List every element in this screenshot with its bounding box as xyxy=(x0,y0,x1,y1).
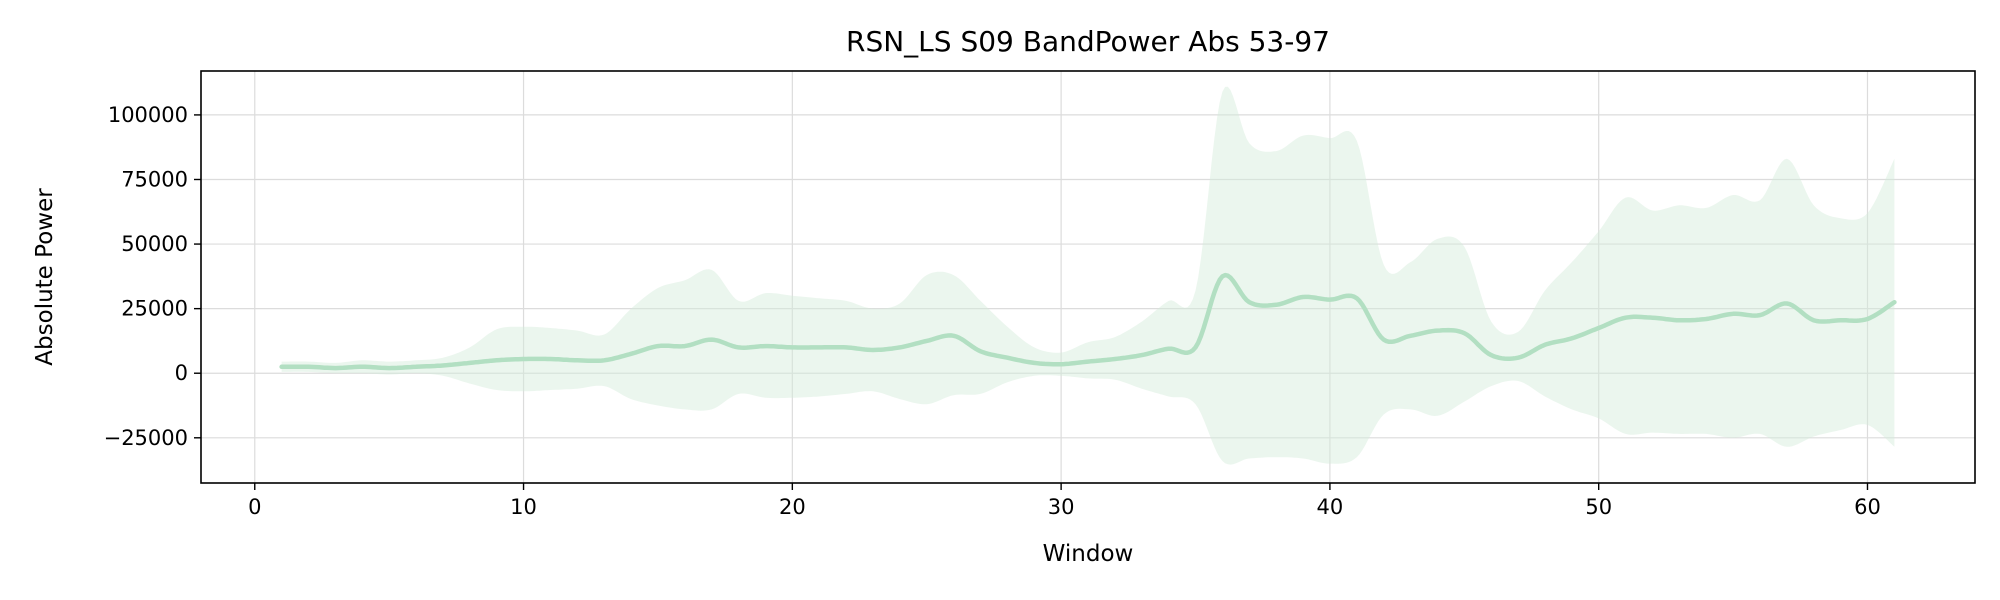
y-tick-label: 0 xyxy=(175,361,188,385)
data-point xyxy=(414,365,418,369)
data-point xyxy=(1516,356,1520,360)
data-point xyxy=(1704,317,1708,321)
data-point xyxy=(1409,334,1413,338)
x-axis-title: Window xyxy=(1043,541,1134,567)
data-point xyxy=(1086,360,1090,364)
data-point xyxy=(1597,326,1601,330)
y-tick-label: −25000 xyxy=(104,426,188,450)
data-point xyxy=(978,349,982,353)
x-tick-label: 10 xyxy=(510,495,537,519)
data-point xyxy=(844,345,848,349)
data-point xyxy=(1140,353,1144,357)
x-axis: 0 10 20 30 40 50 60 xyxy=(248,483,1881,519)
plot-area-frame xyxy=(200,70,1976,484)
data-point xyxy=(1462,331,1466,335)
data-point xyxy=(1758,313,1762,317)
data-point xyxy=(898,345,902,349)
data-point xyxy=(1839,318,1843,322)
x-tick-label: 40 xyxy=(1317,495,1344,519)
data-point xyxy=(1220,274,1224,278)
data-point xyxy=(468,361,472,365)
data-point xyxy=(1677,318,1681,322)
data-point xyxy=(495,358,499,362)
data-point xyxy=(1355,296,1359,300)
data-point xyxy=(1274,303,1278,307)
data-point xyxy=(737,345,741,349)
data-point xyxy=(1382,338,1386,342)
y-tick-label: 50000 xyxy=(121,232,188,256)
data-point xyxy=(710,338,714,342)
data-point xyxy=(1194,345,1198,349)
y-tick-label: 25000 xyxy=(121,297,188,321)
data-point xyxy=(1624,316,1628,320)
x-tick-label: 60 xyxy=(1854,495,1881,519)
grid xyxy=(201,71,1975,483)
data-point xyxy=(548,357,552,361)
data-point xyxy=(1032,361,1036,365)
data-point xyxy=(952,334,956,338)
data-point xyxy=(1301,295,1305,299)
data-point xyxy=(1005,356,1009,360)
mean-line xyxy=(279,272,1897,371)
data-point xyxy=(790,345,794,349)
confidence-band xyxy=(281,86,1895,465)
data-point xyxy=(817,345,821,349)
x-tick-label: 0 xyxy=(248,495,261,519)
data-point xyxy=(602,358,606,362)
data-point xyxy=(360,365,364,369)
data-point xyxy=(1435,329,1439,333)
data-point xyxy=(1812,318,1816,322)
chart-title: RSN_LS S09 BandPower Abs 53-97 xyxy=(846,25,1330,58)
data-point xyxy=(387,366,391,370)
data-point xyxy=(1865,317,1869,321)
y-tick-label: 100000 xyxy=(108,103,188,127)
data-point xyxy=(575,358,579,362)
data-point xyxy=(763,344,767,348)
y-tick-label: 75000 xyxy=(121,167,188,191)
data-point xyxy=(1489,353,1493,357)
data-point xyxy=(683,344,687,348)
data-point xyxy=(1059,362,1063,366)
data-point xyxy=(1113,357,1117,361)
y-axis: −25000 0 25000 50000 75000 100000 xyxy=(104,103,201,450)
data-point xyxy=(1892,300,1896,304)
data-point xyxy=(1247,300,1251,304)
data-point xyxy=(871,348,875,352)
data-point xyxy=(629,352,633,356)
data-point xyxy=(280,365,284,369)
x-tick-label: 20 xyxy=(779,495,806,519)
data-point xyxy=(1785,301,1789,305)
data-point xyxy=(1731,312,1735,316)
data-point xyxy=(307,365,311,369)
data-point xyxy=(925,339,929,343)
data-point xyxy=(522,357,526,361)
data-point xyxy=(656,344,660,348)
data-point xyxy=(1570,336,1574,340)
data-point xyxy=(333,366,337,370)
y-axis-title: Absolute Power xyxy=(32,188,58,366)
x-tick-label: 50 xyxy=(1585,495,1612,519)
data-point xyxy=(1650,316,1654,320)
data-point xyxy=(441,363,445,367)
data-point xyxy=(1543,343,1547,347)
data-point xyxy=(1328,298,1332,302)
x-tick-label: 30 xyxy=(1048,495,1075,519)
data-point xyxy=(1167,347,1171,351)
